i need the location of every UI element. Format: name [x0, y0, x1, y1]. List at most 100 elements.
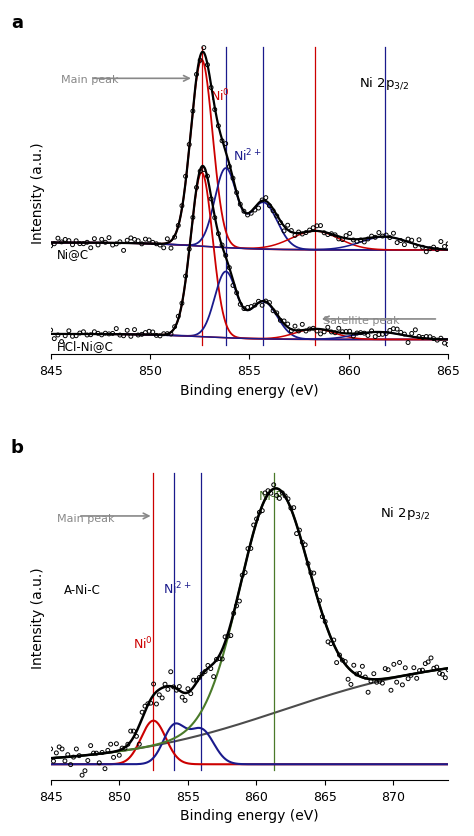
Point: [76, 237, 83, 251]
Point: [87, 739, 94, 752]
Point: [83, 237, 91, 250]
Point: [156, 239, 164, 252]
Point: [280, 225, 288, 238]
X-axis label: Binding energy (eV): Binding energy (eV): [180, 383, 319, 397]
Point: [346, 325, 354, 339]
Point: [365, 686, 372, 699]
Point: [83, 329, 91, 342]
Point: [127, 232, 135, 245]
Point: [280, 315, 288, 329]
Point: [62, 233, 69, 247]
Point: [142, 327, 149, 340]
Point: [375, 227, 383, 240]
Point: [331, 327, 339, 340]
Point: [383, 328, 390, 341]
Point: [273, 489, 280, 502]
Point: [413, 672, 420, 686]
Point: [109, 328, 117, 341]
Point: [75, 749, 83, 762]
Point: [349, 234, 357, 247]
Point: [167, 242, 175, 256]
Point: [328, 326, 335, 339]
Point: [387, 684, 395, 697]
Point: [134, 235, 142, 248]
Point: [397, 235, 404, 248]
Point: [250, 518, 257, 532]
Point: [411, 240, 419, 253]
Point: [182, 171, 190, 184]
Text: Ni 2p$_{3/2}$: Ni 2p$_{3/2}$: [359, 75, 409, 92]
Point: [193, 674, 201, 687]
Point: [370, 667, 378, 681]
Point: [279, 487, 286, 500]
Point: [185, 243, 193, 257]
Point: [94, 239, 102, 252]
Point: [127, 725, 135, 738]
Point: [123, 234, 131, 247]
Point: [127, 330, 135, 344]
Point: [362, 670, 369, 684]
Y-axis label: Intensity (a.u.): Intensity (a.u.): [31, 567, 45, 669]
Point: [251, 299, 259, 313]
Point: [349, 330, 357, 344]
Point: [251, 204, 259, 217]
Point: [199, 667, 206, 681]
Point: [161, 678, 169, 691]
Point: [204, 171, 211, 184]
Point: [415, 330, 423, 344]
Point: [144, 697, 152, 711]
Point: [353, 667, 360, 681]
Point: [50, 333, 58, 346]
Point: [310, 222, 317, 235]
Point: [189, 212, 197, 225]
Point: [424, 655, 432, 669]
Point: [222, 138, 229, 151]
Point: [240, 206, 248, 219]
Text: Main peak: Main peak: [61, 75, 118, 85]
Point: [320, 326, 328, 339]
Point: [379, 676, 386, 690]
Point: [120, 244, 128, 257]
Point: [116, 749, 123, 762]
Point: [353, 236, 361, 249]
Point: [310, 567, 318, 580]
Point: [167, 665, 174, 679]
Point: [327, 637, 335, 650]
Point: [346, 227, 354, 241]
Point: [207, 193, 215, 206]
Point: [306, 224, 313, 237]
Text: HCl-Ni@C: HCl-Ni@C: [56, 339, 113, 352]
Point: [415, 234, 423, 247]
Point: [290, 502, 298, 515]
Point: [430, 241, 438, 254]
Point: [342, 230, 350, 243]
Point: [299, 319, 306, 332]
Point: [382, 662, 389, 675]
Point: [178, 691, 186, 704]
Point: [356, 667, 363, 681]
Point: [237, 198, 244, 212]
Point: [306, 323, 313, 336]
Point: [215, 227, 222, 241]
Point: [118, 742, 126, 755]
Point: [226, 262, 233, 275]
Point: [200, 42, 208, 55]
Point: [399, 678, 406, 691]
Point: [211, 104, 219, 117]
Point: [295, 325, 302, 339]
Point: [410, 661, 418, 675]
Point: [233, 186, 240, 200]
Point: [404, 336, 412, 349]
Point: [247, 542, 255, 555]
Point: [113, 737, 120, 751]
Point: [190, 674, 197, 687]
Text: b: b: [11, 439, 24, 456]
Point: [226, 161, 233, 174]
Point: [379, 230, 386, 243]
Point: [291, 320, 299, 334]
Point: [401, 661, 409, 675]
Point: [244, 301, 251, 314]
Point: [133, 730, 140, 743]
Point: [110, 751, 118, 764]
Point: [146, 325, 153, 339]
